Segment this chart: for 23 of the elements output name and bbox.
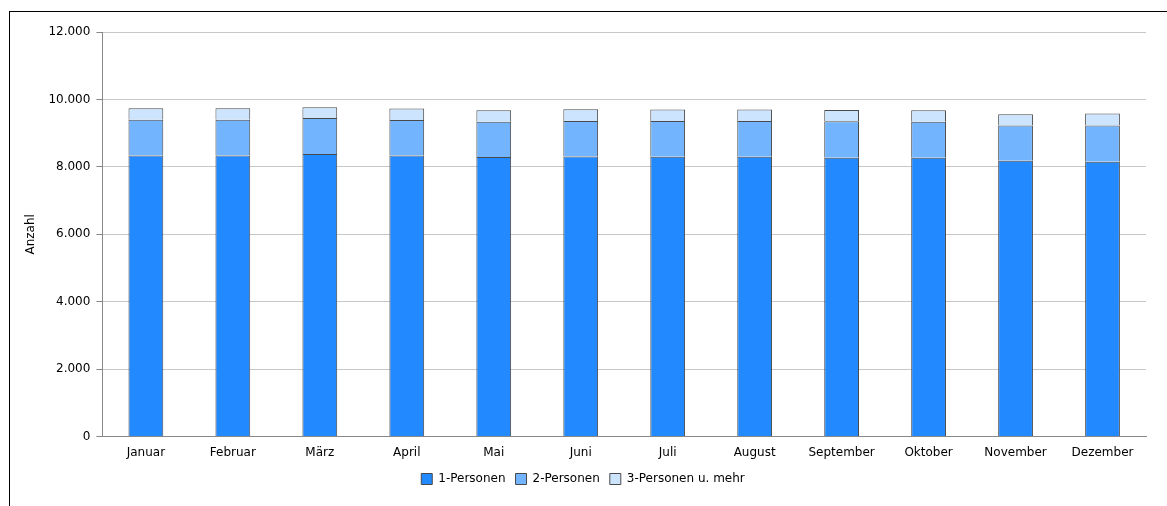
y-tick-label: 8.000 <box>56 158 91 173</box>
x-tick-label: November <box>984 444 1047 459</box>
x-tick-label: August <box>733 444 776 459</box>
x-tick-label: September <box>808 444 875 459</box>
x-tick-label: Dezember <box>1071 444 1134 459</box>
y-axis-title: Anzahl <box>23 214 38 255</box>
x-tick-label: März <box>305 444 335 459</box>
legend-label: 1-Personen <box>438 471 506 486</box>
x-tick-label: April <box>393 444 421 459</box>
legend-label: 2-Personen <box>532 471 600 486</box>
y-tick-label: 12.000 <box>48 24 91 39</box>
legend-label: 3-Personen u. mehr <box>626 471 745 486</box>
x-tick-label: Juni <box>568 444 592 459</box>
x-tick-label: Februar <box>209 444 256 459</box>
x-tick-label: Januar <box>125 444 166 459</box>
x-tick-label: Mai <box>483 444 505 459</box>
x-tick-label: Juli <box>657 444 677 459</box>
y-tick-label: 4.000 <box>56 293 91 308</box>
y-tick-label: 6.000 <box>56 226 91 241</box>
x-tick-label: Oktober <box>904 444 953 459</box>
y-tick-label: 10.000 <box>48 91 91 106</box>
y-tick-label: 0 <box>82 428 91 443</box>
y-tick-label: 2.000 <box>56 361 91 376</box>
